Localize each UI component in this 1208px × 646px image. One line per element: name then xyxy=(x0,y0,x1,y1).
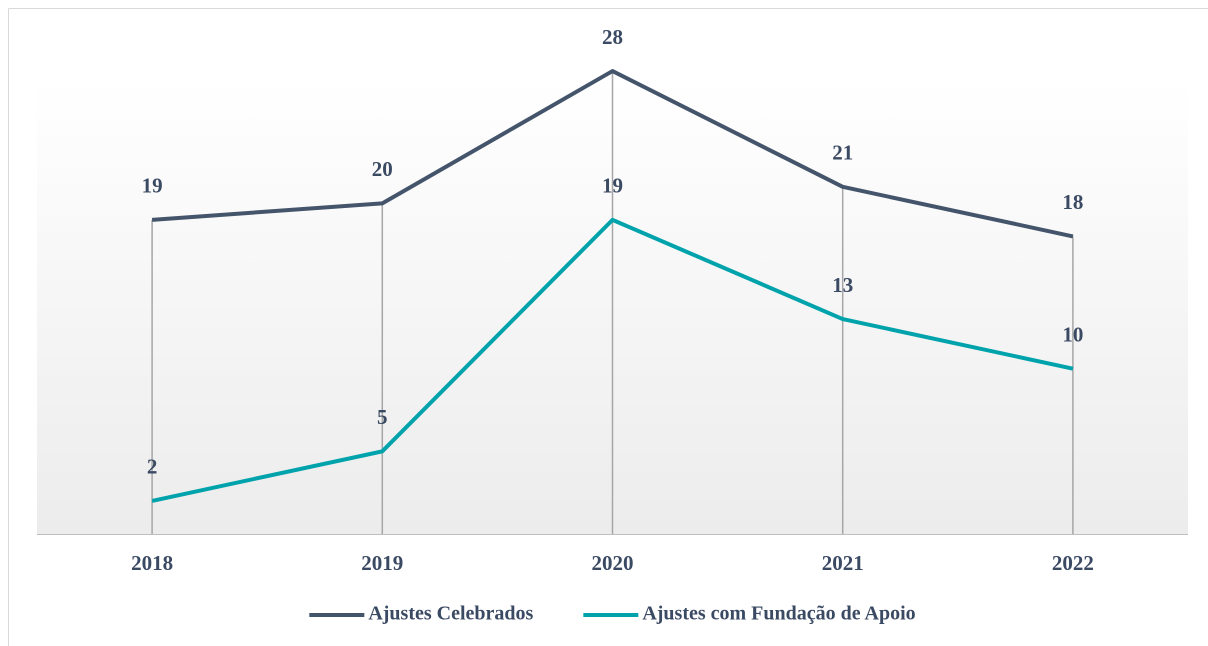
x-tick-label: 2021 xyxy=(822,551,864,575)
legend-label: Ajustes com Fundação de Apoio xyxy=(642,603,915,625)
data-label: 2 xyxy=(147,455,158,479)
data-label: 19 xyxy=(142,174,163,198)
data-label: 21 xyxy=(832,141,853,165)
data-label: 10 xyxy=(1062,322,1083,346)
x-tick-label: 2018 xyxy=(131,551,173,575)
x-tick-label: 2020 xyxy=(592,551,634,575)
data-label: 13 xyxy=(832,273,853,297)
data-label: 5 xyxy=(377,405,388,429)
data-label: 19 xyxy=(602,174,623,198)
series-line xyxy=(151,217,1074,503)
x-tick-label: 2019 xyxy=(361,551,403,575)
data-label: 18 xyxy=(1062,190,1083,214)
legend-label: Ajustes Celebrados xyxy=(368,603,533,625)
data-label: 28 xyxy=(602,25,623,49)
x-tick-label: 2022 xyxy=(1052,551,1094,575)
data-label: 20 xyxy=(372,157,393,181)
series-line xyxy=(151,69,1074,239)
